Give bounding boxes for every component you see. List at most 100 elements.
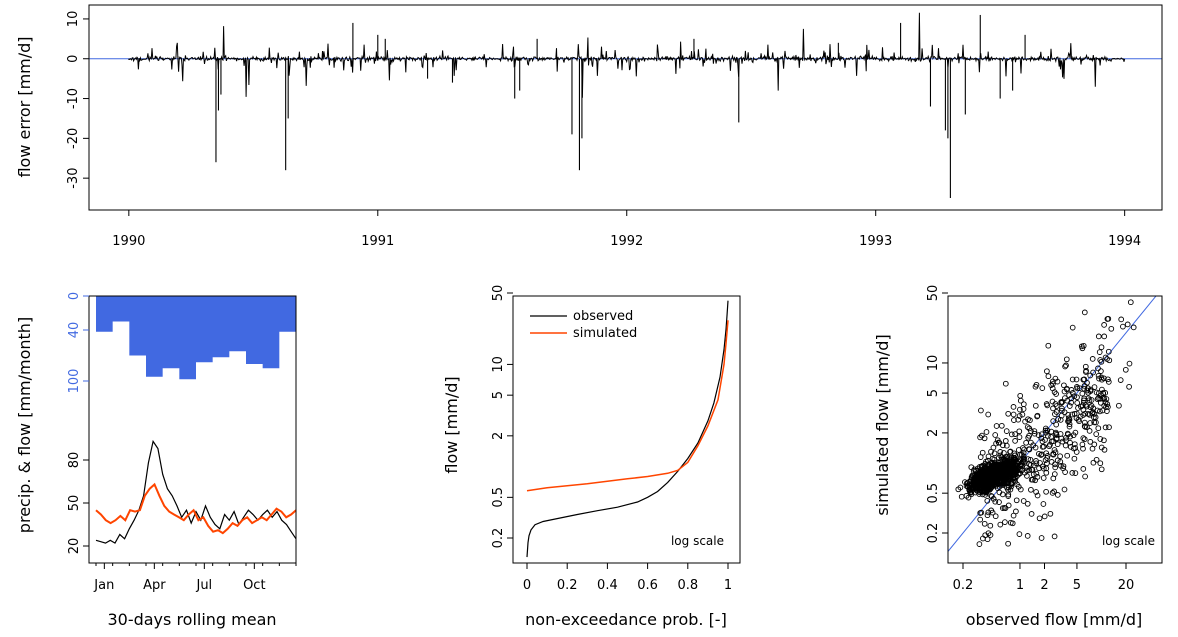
scatter-point [1099, 386, 1105, 393]
scatter-point [1017, 397, 1024, 404]
x-tick-label: Apr [143, 578, 166, 593]
scatter-point [1002, 380, 1009, 387]
scatter-point [981, 520, 988, 527]
y-tick-label: 10 [66, 11, 81, 28]
scatter-point [1034, 474, 1041, 480]
scatter-point [1061, 388, 1068, 395]
plot-frame [88, 4, 1163, 211]
scatter-point [1064, 452, 1071, 459]
scatter-point [1045, 342, 1052, 349]
scatter-point [1098, 358, 1105, 365]
scatter-point [1043, 488, 1049, 495]
x-axis: 1990 1991 1992 1993 1994 [112, 210, 1141, 249]
axes: 0 0.2 0.4 0.6 0.8 1 0.2 0.5 2 5 10 50 [491, 285, 732, 593]
scatter-point [1066, 421, 1073, 427]
scatter-point [1034, 492, 1041, 499]
scatter-point [1095, 372, 1102, 379]
x-tick-label: 0 [523, 578, 531, 593]
y-axis-label: flow error [mm/d] [15, 36, 34, 177]
scatter-point [1101, 446, 1108, 453]
scatter-point [1009, 520, 1016, 527]
scatter-point [1067, 433, 1074, 440]
scatter-point [1010, 475, 1017, 481]
flow-tick-label: 50 [67, 495, 82, 512]
scatter-point [991, 478, 997, 485]
scatter-point [1052, 464, 1059, 471]
scatter-point [984, 497, 991, 504]
scatter-point [1049, 385, 1056, 392]
scatter-point [1124, 321, 1131, 328]
scatter-point [1016, 434, 1023, 440]
scatter-point [992, 498, 999, 505]
scatter-point [1069, 324, 1076, 331]
scatter-point [1105, 348, 1112, 355]
scatter-point [1079, 390, 1086, 397]
scatter-point [1048, 434, 1054, 440]
y-tick-label: -30 [66, 168, 81, 189]
scatter-point [1087, 420, 1094, 426]
flow-error-line [128, 12, 1126, 98]
scatter-point [1033, 381, 1040, 388]
scatter-point [1057, 458, 1064, 465]
scatter-point [1052, 401, 1059, 407]
scatter-point [1071, 393, 1078, 400]
scatter-point [1045, 433, 1051, 439]
scatter-point [992, 513, 999, 520]
scatter-point [1060, 463, 1067, 470]
scatter-point [1095, 425, 1102, 432]
scatter-point [1016, 531, 1023, 537]
scatter-point [1098, 344, 1105, 351]
scatter-point [1062, 363, 1068, 370]
scatter-point [1026, 461, 1033, 468]
scatter-point [1047, 510, 1054, 517]
scatter-point [998, 456, 1005, 463]
scatter-point [1043, 401, 1050, 407]
scatter-point [1026, 425, 1033, 432]
scatter-point [1050, 438, 1057, 445]
scatter-point [976, 491, 983, 497]
scatter-point [1010, 512, 1017, 519]
y-tick-label: 0.5 [926, 483, 941, 504]
scatter-point [981, 435, 988, 442]
scatter-point [1091, 419, 1098, 426]
scatter-point [1081, 376, 1088, 383]
plot-frame [88, 295, 297, 564]
scatter-point [963, 492, 970, 499]
scatter-point [986, 484, 992, 490]
scatter-point [1019, 411, 1026, 418]
scatter-point [1072, 470, 1079, 476]
scatter-point [955, 486, 962, 493]
scatter-point [1081, 436, 1088, 443]
y-axis-label: simulated flow [mm/d] [873, 334, 892, 515]
x-tick-label: 1994 [1108, 234, 1141, 249]
scatter-point [1003, 428, 1010, 434]
scatter-point [1005, 486, 1011, 493]
scatter-point [1094, 407, 1101, 414]
plot-frame [947, 295, 1163, 564]
scatter-point [974, 476, 981, 483]
scatter-point [1105, 379, 1112, 385]
scatter-point [994, 485, 1001, 492]
scatter-point [985, 411, 992, 418]
scatter-point [1063, 356, 1070, 363]
scatter-point [1045, 373, 1052, 380]
scatter-point [1058, 435, 1065, 442]
x-axis-label: non-exceedance prob. [-] [525, 610, 727, 629]
x-tick-label: 0.6 [637, 578, 658, 593]
scatter-point [1049, 490, 1056, 496]
y-tick-label: 50 [491, 285, 506, 302]
scatter-point [984, 472, 991, 478]
scatter-point [1031, 430, 1038, 437]
x-axis-label: 30-days rolling mean [107, 610, 276, 629]
scatter-point [1080, 466, 1087, 472]
scatter-point [1043, 465, 1050, 472]
scatter-point [989, 493, 995, 500]
scatter-point [1073, 415, 1080, 422]
x-tick-label: 1993 [859, 234, 892, 249]
scatter-point [994, 479, 1001, 486]
scatter-point [1009, 472, 1016, 479]
scatter-point [1010, 404, 1017, 410]
scatter-point [978, 463, 985, 470]
scatter-point [1005, 463, 1012, 469]
scatter-point [1005, 540, 1011, 547]
